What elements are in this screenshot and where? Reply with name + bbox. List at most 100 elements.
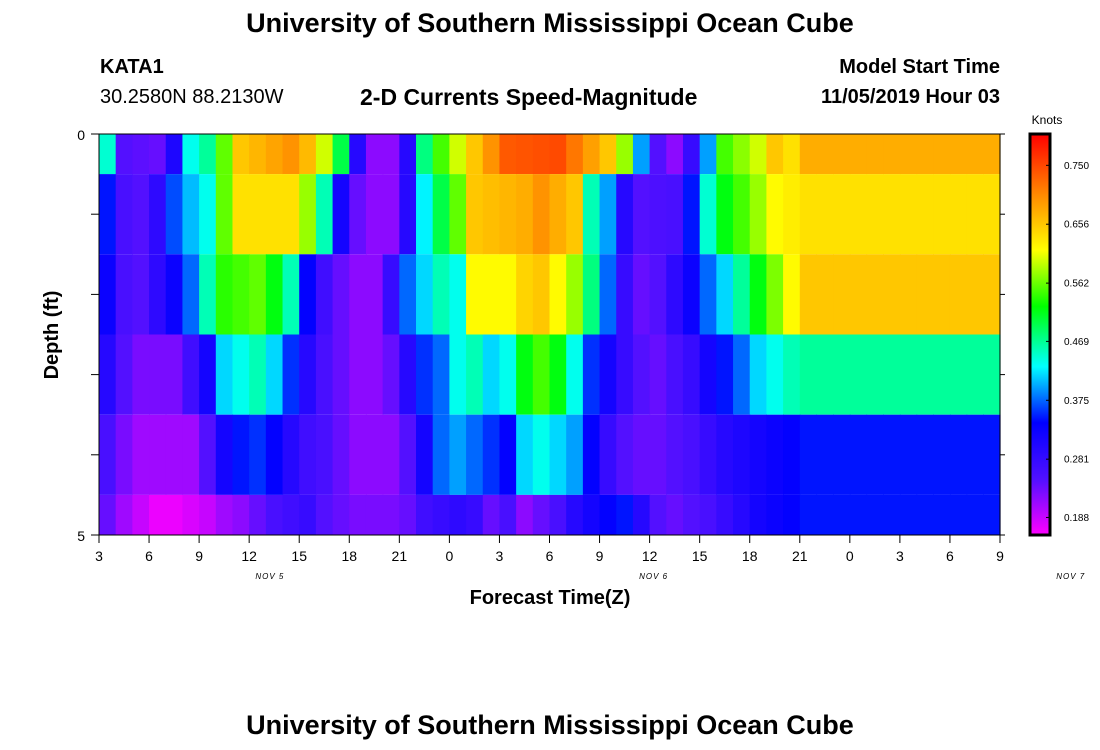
- heatmap-cell-layer-2: [282, 174, 300, 255]
- heatmap-cell-layer-5: [566, 414, 584, 495]
- heatmap-cell-layer-6: [933, 494, 951, 535]
- heatmap-cell-layer-3: [365, 254, 384, 335]
- heatmap-cell-layer-3: [983, 254, 1001, 335]
- heatmap-cell-layer-4: [599, 334, 617, 415]
- heatmap-cell-layer-1: [149, 134, 167, 175]
- heatmap-cell-layer-5: [499, 414, 517, 495]
- heatmap-cell-layer-2: [315, 174, 334, 255]
- y-axis-ticks: 05: [77, 127, 1005, 544]
- heatmap-cell-layer-6: [599, 494, 617, 535]
- x-tick-label: 6: [145, 548, 153, 564]
- heatmap-cell-layer-3: [866, 254, 884, 335]
- heatmap-cell-layer-4: [315, 334, 334, 415]
- heatmap-cell-layer-6: [783, 494, 801, 535]
- heatmap-cell-layer-5: [833, 414, 851, 495]
- x-tick-label: 0: [846, 548, 854, 564]
- heatmap-cell-layer-5: [282, 414, 300, 495]
- heatmap-cell-layer-4: [833, 334, 851, 415]
- heatmap-cell-layer-1: [215, 134, 234, 175]
- heatmap-cell-layer-6: [332, 494, 350, 535]
- heatmap-cell-layer-3: [783, 254, 801, 335]
- heatmap-cell-layer-3: [115, 254, 133, 335]
- heatmap-cell-layer-1: [449, 134, 467, 175]
- x-tick-label: 9: [596, 548, 604, 564]
- heatmap-cell-layer-4: [215, 334, 234, 415]
- heatmap-cell-layer-4: [816, 334, 834, 415]
- x-tick-label: 15: [291, 548, 307, 564]
- heatmap-cell-layer-3: [733, 254, 751, 335]
- heatmap-cell-layer-2: [149, 174, 167, 255]
- x-axis-label: Forecast Time(Z): [470, 587, 631, 609]
- heatmap-cell-layer-4: [933, 334, 951, 415]
- heatmap-cell-layer-4: [983, 334, 1001, 415]
- heatmap-cell-layer-4: [115, 334, 133, 415]
- heatmap-cell-layer-4: [582, 334, 601, 415]
- date-labels: NOV 5 NOV 6 NOV 7: [255, 572, 1084, 581]
- heatmap-cell-layer-3: [249, 254, 267, 335]
- heatmap-cell-layer-2: [265, 174, 284, 255]
- heatmap-cell-layer-4: [182, 334, 200, 415]
- colorbar-tick-label: 0.375: [1064, 396, 1089, 407]
- heatmap-cell-layer-5: [666, 414, 684, 495]
- station-id: KATA1: [100, 56, 164, 78]
- heatmap-cell-layer-2: [299, 174, 317, 255]
- heatmap-cell-layer-2: [833, 174, 851, 255]
- heatmap-cell-layer-4: [682, 334, 701, 415]
- heatmap-cell-layer-6: [449, 494, 467, 535]
- heatmap-cell-layer-1: [783, 134, 801, 175]
- heatmap-cell-layer-1: [382, 134, 400, 175]
- heatmap-cell-layer-2: [733, 174, 751, 255]
- y-tick-label: 5: [77, 528, 85, 544]
- heatmap-cell-layer-1: [532, 134, 551, 175]
- heatmap-cell-layer-2: [983, 174, 1001, 255]
- heatmap-cell-layer-6: [899, 494, 918, 535]
- heatmap-cell-layer-1: [632, 134, 651, 175]
- heatmap-cell-layer-2: [482, 174, 501, 255]
- heatmap-cell-layer-6: [632, 494, 651, 535]
- heatmap-cell-layer-4: [265, 334, 284, 415]
- heatmap-cell-layer-2: [816, 174, 834, 255]
- x-tick-label: 3: [95, 548, 103, 564]
- heatmap-cell-layer-1: [499, 134, 517, 175]
- heatmap-cell-layer-2: [766, 174, 784, 255]
- heatmap-cell-layer-5: [733, 414, 751, 495]
- heatmap-cell-layer-3: [449, 254, 467, 335]
- x-tick-label: 18: [341, 548, 357, 564]
- model-start-label: Model Start Time: [839, 56, 1000, 78]
- heatmap-cell-layer-5: [599, 414, 617, 495]
- heatmap-cell-layer-6: [299, 494, 317, 535]
- heatmap-cell-layer-2: [749, 174, 768, 255]
- heatmap-cell-layer-2: [332, 174, 350, 255]
- x-tick-label: 12: [642, 548, 658, 564]
- heatmap-cell-layer-1: [833, 134, 851, 175]
- heatmap-cell-layer-1: [899, 134, 918, 175]
- heatmap-cell-layer-4: [699, 334, 717, 415]
- heatmap-cell-layer-6: [799, 494, 818, 535]
- heatmap-cell-layer-4: [449, 334, 467, 415]
- heatmap-cell-layer-1: [699, 134, 717, 175]
- heatmap-cell-layer-1: [949, 134, 968, 175]
- heatmap-cell-layer-3: [516, 254, 534, 335]
- heatmap-cell-layer-1: [799, 134, 818, 175]
- heatmap-cell-layer-1: [349, 134, 367, 175]
- heatmap-cell-layer-3: [349, 254, 367, 335]
- heatmap-cell-layer-5: [165, 414, 184, 495]
- heatmap-cell-layer-2: [716, 174, 734, 255]
- heatmap-cell-layer-3: [132, 254, 150, 335]
- heatmap-cell-layer-2: [783, 174, 801, 255]
- colorbar-tick-label: 0.562: [1064, 279, 1089, 290]
- heatmap-cell-layer-5: [249, 414, 267, 495]
- heatmap-cell-layer-3: [833, 254, 851, 335]
- heatmap-cell-layer-2: [466, 174, 484, 255]
- heatmap-cell-layer-1: [666, 134, 684, 175]
- heatmap-cell-layer-3: [215, 254, 234, 335]
- heatmap-cell-layer-1: [482, 134, 501, 175]
- heatmap-cell-layer-5: [365, 414, 384, 495]
- heatmap-cell-layer-1: [249, 134, 267, 175]
- heatmap-cell-layer-6: [749, 494, 768, 535]
- heatmap-cell-layer-2: [516, 174, 534, 255]
- currents-heatmap-chart: 3 6 9 12 15 18 21 0 3 6 9 12 15 18 21 0 3 6 9 05 NOV 5 NOV …: [41, 113, 1089, 609]
- heatmap-cell-layer-3: [632, 254, 651, 335]
- heatmap-cell-layer-3: [966, 254, 984, 335]
- x-axis-ticks: 3 6 9 12 15 18 21 0 3 6 9 12 15 18 21 0 3 6 9: [95, 535, 1004, 564]
